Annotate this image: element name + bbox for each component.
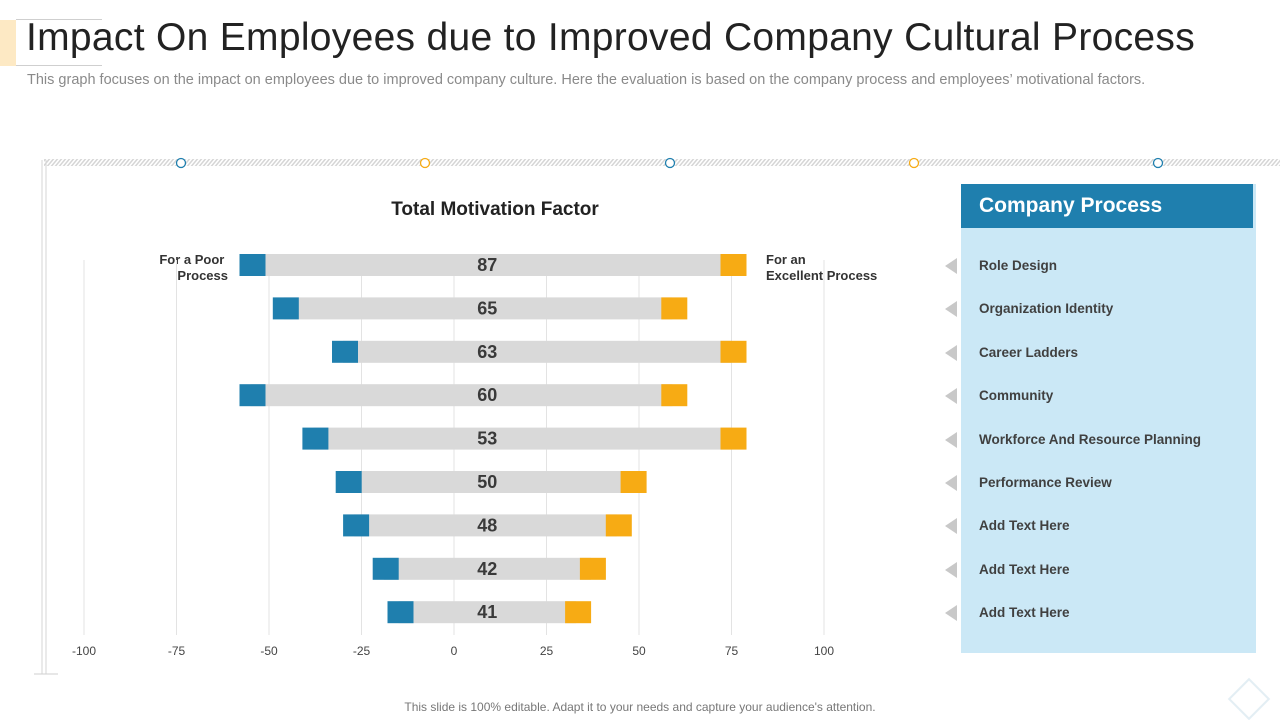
timeline-dot [175, 157, 187, 169]
panel-item-arrow-icon [945, 258, 957, 274]
timeline-dot [1152, 157, 1164, 169]
panel-item: Add Text Here [979, 605, 1070, 621]
bar-value-label: 60 [477, 385, 497, 405]
excellent-process-marker [579, 557, 606, 580]
excellent-process-marker [661, 384, 688, 407]
poor-process-marker [272, 297, 299, 320]
panel-item-arrow-icon [945, 344, 957, 361]
panel-item: Career Ladders [979, 344, 1079, 360]
motivation-bar [346, 471, 632, 493]
bar-value-label: 50 [477, 472, 497, 492]
panel-item: Add Text Here [979, 518, 1070, 534]
excellent-process-marker [605, 514, 632, 537]
panel-item-arrow-icon [945, 561, 957, 578]
x-axis-ticks: -100 -75 -50 -25 0 25 50 75 100 [72, 644, 834, 658]
x-tick-label: 100 [814, 644, 834, 658]
title-bottom-line [16, 65, 102, 66]
timeline-dot [419, 157, 431, 169]
company-process-panel [961, 184, 1256, 653]
poor-process-marker [302, 427, 329, 450]
x-tick-label: 75 [725, 644, 739, 658]
left-annotation-line2: Process [177, 268, 228, 283]
bar-value-label: 48 [477, 515, 497, 535]
panel-item: Workforce And Resource Planning [979, 431, 1202, 447]
right-annotation-line2: Excellent Process [766, 268, 877, 283]
x-tick-label: 50 [632, 644, 646, 658]
panel-item-arrow-icon [945, 605, 957, 622]
page-title: Impact On Employees due to Improved Comp… [26, 16, 1196, 59]
panel-item: Community [979, 388, 1054, 404]
poor-process-marker [332, 340, 358, 363]
page-subtitle: This graph focuses on the impact on empl… [27, 72, 1146, 88]
panel-item-arrow-icon [945, 301, 957, 318]
bar-value-label: 41 [477, 602, 497, 622]
excellent-process-marker [720, 427, 747, 450]
motivation-chart: Total Motivation Factor For a Poor Proce… [72, 199, 877, 658]
excellent-process-marker [620, 471, 647, 493]
panel-item: Organization Identity [979, 301, 1114, 317]
motivation-bar [250, 254, 732, 276]
excellent-process-marker [661, 297, 688, 320]
motivation-bar [313, 427, 732, 450]
right-annotation-line1: For an [766, 252, 806, 267]
bar-value-label: 87 [477, 255, 497, 275]
chart-title: Total Motivation Factor [391, 199, 599, 220]
title-accent-block [0, 20, 16, 66]
bar-value-label: 53 [477, 429, 497, 449]
hatched-bar [44, 159, 1280, 166]
poor-process-marker [343, 514, 370, 537]
panel-item: Add Text Here [979, 561, 1070, 577]
bar-value-label: 42 [477, 559, 497, 579]
x-tick-label: -75 [168, 644, 186, 658]
motivation-bar [354, 514, 617, 537]
x-tick-label: 0 [451, 644, 458, 658]
x-tick-label: 25 [540, 644, 554, 658]
motivation-bar [343, 340, 732, 363]
left-annotation: For a Poor Process [159, 252, 228, 283]
poor-process-marker [335, 471, 362, 493]
motivation-bar [398, 601, 577, 624]
poor-process-marker [387, 601, 414, 624]
timeline-dot [908, 157, 920, 169]
panel-item-arrow-icon [945, 475, 957, 491]
x-tick-label: -50 [260, 644, 278, 658]
panel-item: Role Design [979, 258, 1058, 273]
panel-item-arrow-icon [945, 431, 957, 448]
poor-process-marker [239, 384, 266, 407]
motivation-bar [283, 297, 673, 320]
footer-note: This slide is 100% editable. Adapt it to… [404, 700, 876, 714]
panel-item: Performance Review [979, 475, 1112, 490]
poor-process-marker [372, 557, 399, 580]
excellent-process-marker [565, 601, 592, 624]
bar-value-label: 63 [477, 342, 497, 362]
left-annotation-line1: For a Poor [159, 252, 224, 267]
panel-title: Company Process [961, 184, 1253, 228]
decorative-strip [34, 157, 1280, 675]
panel-item-arrow-icon [945, 518, 957, 535]
chart-bars: 87 65 63 60 53 50 48 42 41 [239, 254, 747, 624]
poor-process-marker [239, 254, 266, 276]
bar-value-label: 65 [477, 298, 497, 318]
x-tick-label: -100 [72, 644, 96, 658]
timeline-dot [664, 157, 676, 169]
motivation-bar [250, 384, 673, 407]
excellent-process-marker [720, 254, 747, 276]
x-tick-label: -25 [353, 644, 371, 658]
motivation-bar [383, 557, 591, 580]
excellent-process-marker [720, 340, 747, 363]
title-top-line [16, 19, 102, 20]
right-annotation: For an Excellent Process [766, 252, 877, 283]
panel-item-arrow-icon [945, 388, 957, 405]
